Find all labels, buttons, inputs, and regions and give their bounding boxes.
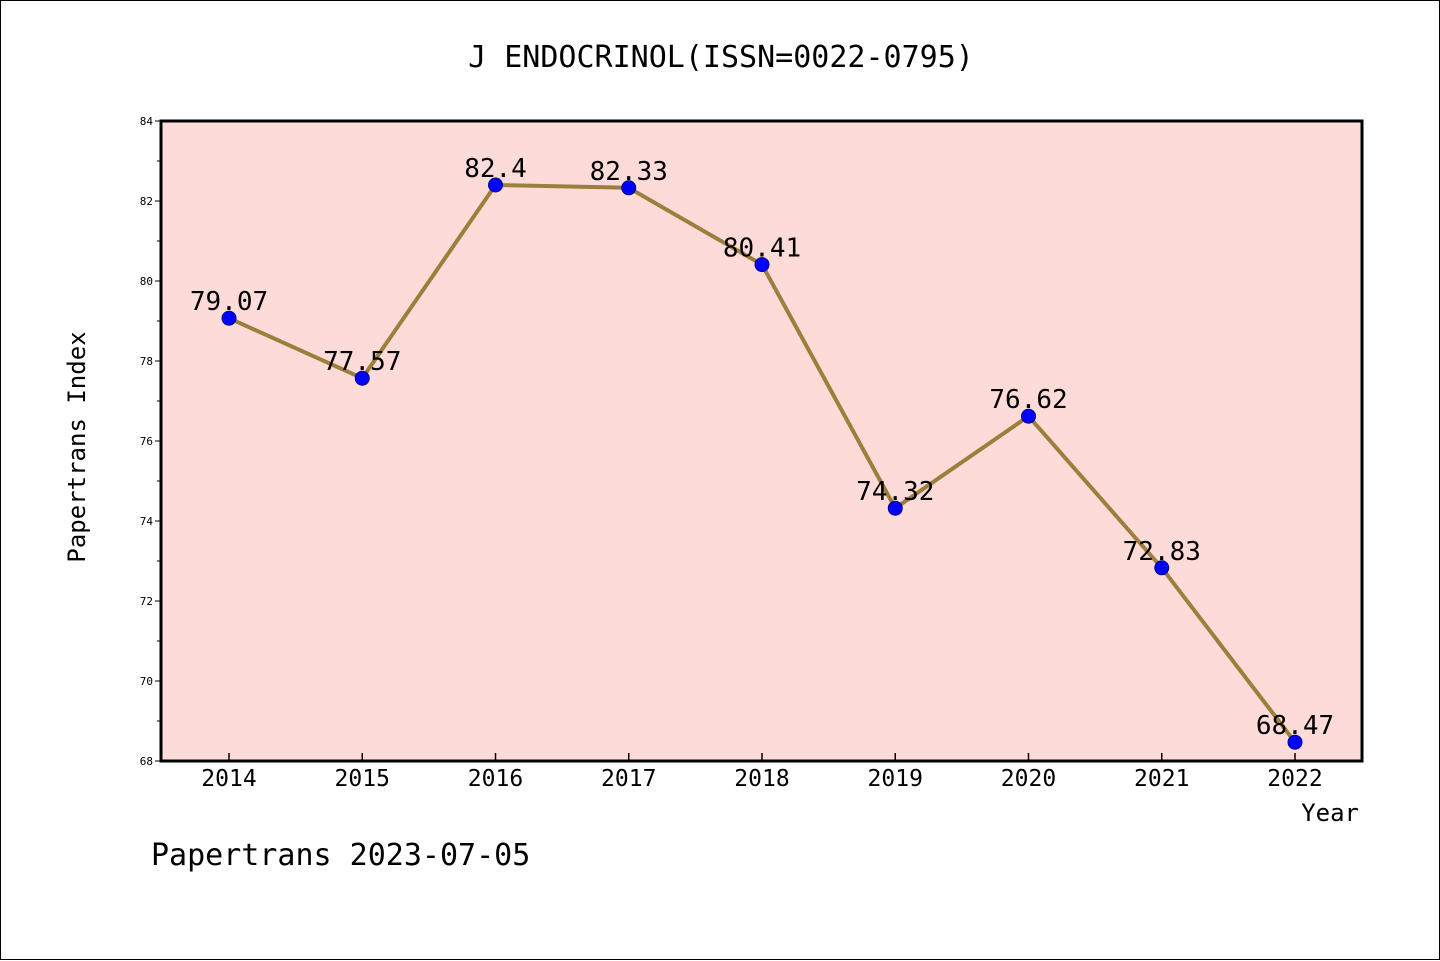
- data-point: [221, 310, 237, 326]
- data-point: [1287, 734, 1303, 750]
- plot-frame: [159, 119, 1364, 763]
- y-axis-title: Papertrans Index: [63, 331, 91, 562]
- data-point: [1154, 560, 1170, 576]
- plot-area: [161, 121, 1362, 761]
- data-point: [621, 180, 637, 196]
- marks-layer: 68 70 72 74 76 78 80 82 84 2014 2015 2016 2017 2018 20…: [140, 115, 1334, 792]
- y-tick-label: 82: [140, 195, 153, 208]
- data-label: 82.4: [464, 154, 527, 184]
- data-point: [354, 370, 370, 386]
- data-label: 80.41: [723, 234, 801, 264]
- x-tick-label: 2022: [1267, 766, 1322, 792]
- x-tick-label: 2020: [1001, 766, 1056, 792]
- x-tick-label: 2019: [868, 766, 923, 792]
- y-tick-label: 84: [140, 115, 154, 128]
- x-tick-label: 2014: [201, 766, 256, 792]
- chart-title: J ENDOCRINOL(ISSN=0022-0795): [468, 40, 974, 75]
- y-tick-label: 70: [140, 675, 153, 688]
- data-label: 74.32: [856, 477, 934, 507]
- data-label: 76.62: [989, 385, 1067, 415]
- y-tick-label: 76: [140, 435, 153, 448]
- x-tick-label: 2021: [1134, 766, 1189, 792]
- data-label: 79.07: [190, 287, 268, 317]
- x-tick-label: 2015: [335, 766, 390, 792]
- data-label: 77.57: [323, 347, 401, 377]
- x-tick-label: 2018: [734, 766, 789, 792]
- data-label: 72.83: [1123, 537, 1201, 567]
- x-tick-label: 2017: [601, 766, 656, 792]
- data-point: [1021, 408, 1036, 424]
- x-axis-title: Year: [1301, 799, 1359, 827]
- data-point: [754, 257, 770, 273]
- y-tick-label: 78: [140, 355, 153, 368]
- x-tick-label: 2016: [468, 766, 523, 792]
- data-point: [887, 500, 903, 516]
- y-tick-label: 80: [140, 275, 153, 288]
- y-tick-label: 68: [140, 755, 153, 768]
- footer-credit: Papertrans 2023-07-05: [151, 838, 530, 873]
- data-label: 68.47: [1256, 711, 1334, 741]
- y-tick-label: 74: [140, 515, 154, 528]
- y-tick-label: 72: [140, 595, 153, 608]
- data-label: 82.33: [590, 157, 668, 187]
- data-point: [488, 177, 503, 193]
